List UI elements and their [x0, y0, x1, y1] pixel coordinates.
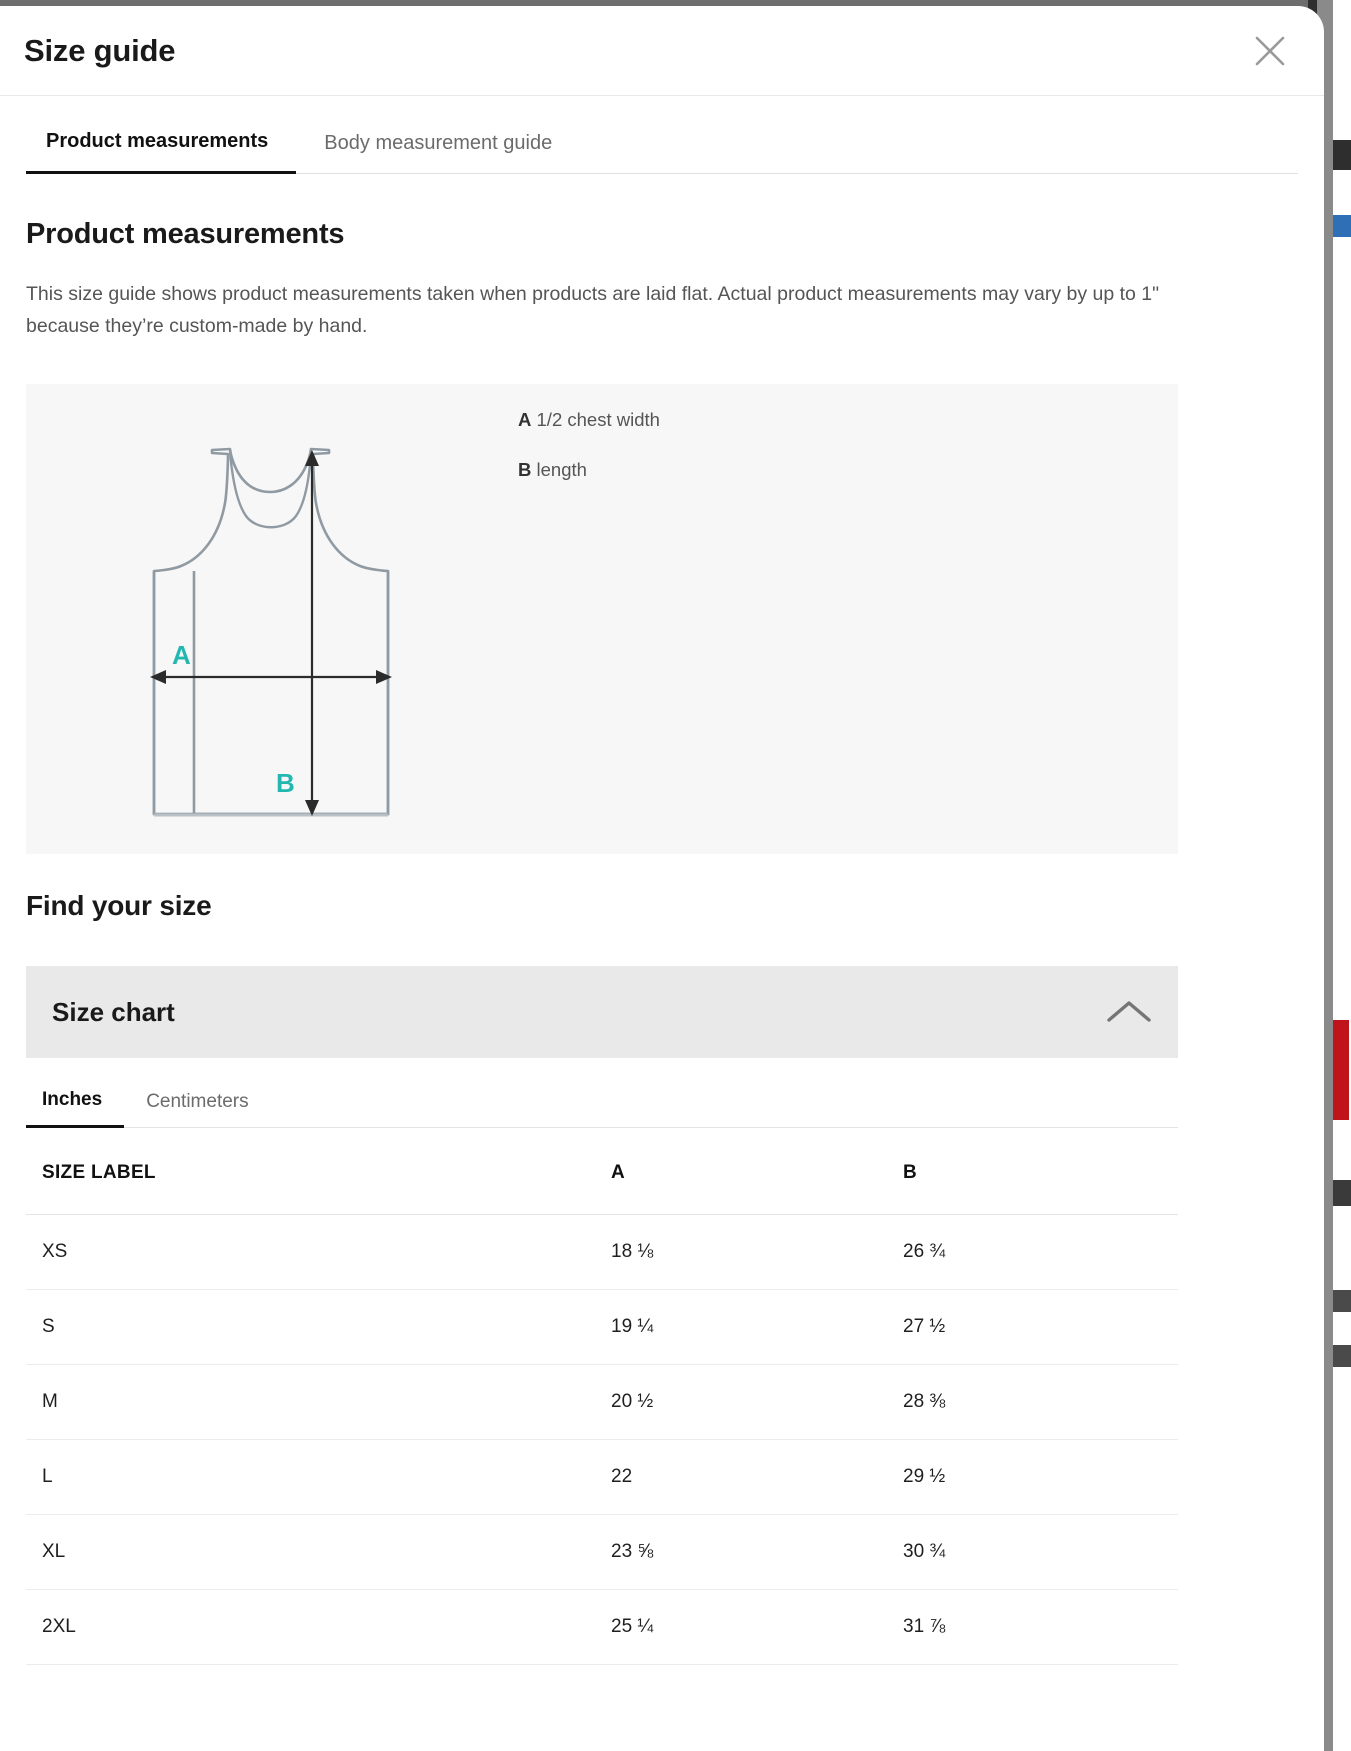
tank-top-diagram-icon: A B: [150, 447, 392, 817]
cell-b: 29 ½: [903, 1439, 1178, 1516]
background-artifact-1: [1333, 140, 1351, 170]
section-heading: Product measurements: [26, 218, 345, 250]
cell-a: 22: [611, 1439, 903, 1516]
size-chart-table: SIZE LABEL A B XS 18 ⅛ 26 ¾ S 19 ¼ 27 ½: [26, 1128, 1178, 1666]
cell-size-label: L: [26, 1439, 611, 1516]
legend-text-b: length: [536, 459, 587, 481]
cell-b: 27 ½: [903, 1289, 1178, 1366]
cell-size-label: 2XL: [26, 1589, 611, 1666]
cell-a: 18 ⅛: [611, 1214, 903, 1291]
legend-item-b: B length: [518, 458, 660, 482]
measurement-diagram: A B A 1/2 chest width B length: [26, 384, 1178, 855]
cell-size-label: S: [26, 1289, 611, 1366]
tab-bar: Product measurements Body measurement gu…: [26, 96, 1298, 174]
cell-a: 19 ¼: [611, 1289, 903, 1366]
background-page: [1333, 0, 1351, 1751]
background-artifact-4: [1333, 1290, 1351, 1312]
size-guide-modal: Size guide Product measurements Body mea…: [0, 6, 1324, 1751]
column-header-size-label: SIZE LABEL: [26, 1128, 611, 1216]
cell-size-label: M: [26, 1364, 611, 1441]
legend-key-b: B: [518, 459, 532, 481]
find-your-size-heading: Find your size: [26, 890, 212, 922]
unit-tab-bar: Inches Centimeters: [26, 1058, 1178, 1129]
table-row: M 20 ½ 28 ⅜: [26, 1364, 1178, 1441]
cell-a: 23 ⅝: [611, 1514, 903, 1591]
cell-size-label: XS: [26, 1214, 611, 1291]
table-row: 2XL 25 ¼ 31 ⅞: [26, 1589, 1178, 1666]
table-row: XL 23 ⅝ 30 ¾: [26, 1514, 1178, 1591]
page-title: Size guide: [24, 32, 176, 68]
table-row: L 22 29 ½: [26, 1439, 1178, 1516]
background-artifact-red: [1333, 1020, 1349, 1120]
size-chart-accordion-header[interactable]: Size chart: [26, 966, 1178, 1059]
unit-tab-inches[interactable]: Inches: [26, 1089, 125, 1129]
close-button[interactable]: [1248, 29, 1292, 73]
table-row: XS 18 ⅛ 26 ¾: [26, 1214, 1178, 1291]
unit-tab-centimeters[interactable]: Centimeters: [124, 1091, 270, 1127]
cell-a: 25 ¼: [611, 1589, 903, 1666]
close-icon: [1255, 36, 1285, 65]
background-artifact-5: [1333, 1345, 1351, 1367]
diagram-legend: A 1/2 chest width B length: [518, 408, 660, 508]
modal-body: Product measurements Body measurement gu…: [0, 96, 1324, 1666]
cell-b: 28 ⅜: [903, 1364, 1178, 1441]
modal-header: Size guide: [0, 6, 1324, 96]
diagram-marker-b: B: [276, 768, 295, 798]
tab-product-measurements[interactable]: Product measurements: [26, 130, 297, 174]
table-row: S 19 ¼ 27 ½: [26, 1289, 1178, 1366]
size-chart-title: Size chart: [52, 996, 175, 1027]
cell-size-label: XL: [26, 1514, 611, 1591]
legend-key-a: A: [518, 409, 532, 431]
background-artifact-2: [1333, 215, 1351, 237]
legend-item-a: A 1/2 chest width: [518, 408, 660, 432]
cell-a: 20 ½: [611, 1364, 903, 1441]
cell-b: 26 ¾: [903, 1214, 1178, 1291]
column-header-a: A: [611, 1128, 903, 1216]
legend-text-a: 1/2 chest width: [536, 409, 660, 431]
intro-text: This size guide shows product measuremen…: [26, 283, 1160, 337]
diagram-marker-a: A: [172, 640, 191, 670]
column-header-b: B: [903, 1128, 1178, 1216]
table-header-row: SIZE LABEL A B: [26, 1128, 1178, 1216]
chevron-up-icon: [1107, 1001, 1151, 1022]
background-artifact-3: [1333, 1180, 1351, 1206]
cell-b: 30 ¾: [903, 1514, 1178, 1591]
cell-b: 31 ⅞: [903, 1589, 1178, 1666]
tab-body-measurement-guide[interactable]: Body measurement guide: [296, 132, 580, 173]
